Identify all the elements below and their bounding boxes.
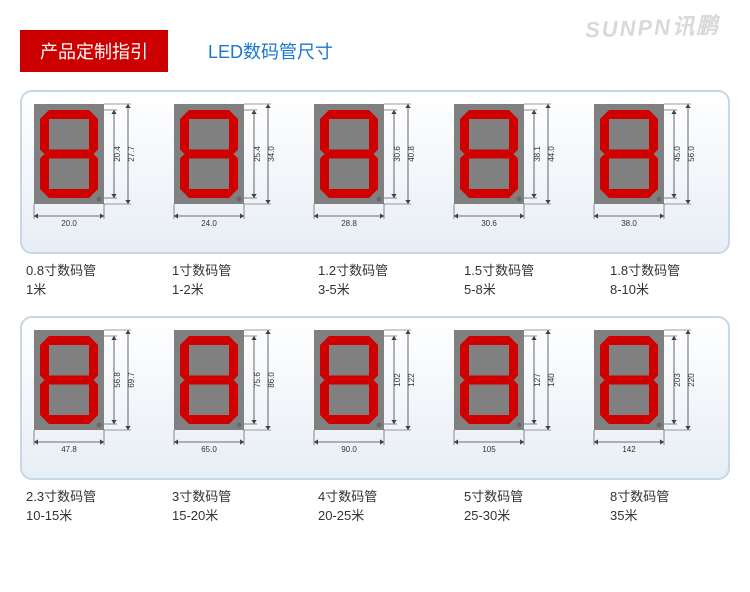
distance-label: 20-25米 xyxy=(318,505,438,524)
svg-text:45.0: 45.0 xyxy=(673,146,682,162)
size-label: 4寸数码管20-25米 xyxy=(312,486,438,524)
distance-label: 35米 xyxy=(610,505,730,524)
distance-label: 10-15米 xyxy=(26,505,146,524)
size-name: 1.5寸数码管 xyxy=(464,260,584,279)
seven-seg-diagram: 20.0 20.4 27.7 xyxy=(32,102,158,242)
badge: 产品定制指引 xyxy=(20,30,168,72)
size-label: 1寸数码管1-2米 xyxy=(166,260,292,298)
size-name: 8寸数码管 xyxy=(610,486,730,505)
size-label: 5寸数码管25-30米 xyxy=(458,486,584,524)
distance-label: 1米 xyxy=(26,279,146,298)
size-label: 1.5寸数码管5-8米 xyxy=(458,260,584,298)
svg-text:30.6: 30.6 xyxy=(481,219,497,228)
svg-text:142: 142 xyxy=(622,445,636,454)
seven-seg-diagram: 38.0 45.0 56.0 xyxy=(592,102,718,242)
size-name: 4寸数码管 xyxy=(318,486,438,505)
svg-text:28.8: 28.8 xyxy=(341,219,357,228)
seven-seg-diagram: 65.0 75.6 86.0 xyxy=(172,328,298,468)
svg-text:56.0: 56.0 xyxy=(687,146,696,162)
size-label: 1.2寸数码管3-5米 xyxy=(312,260,438,298)
svg-text:34.0: 34.0 xyxy=(267,146,276,162)
size-name: 2.3寸数码管 xyxy=(26,486,146,505)
svg-text:30.6: 30.6 xyxy=(393,146,402,162)
svg-text:140: 140 xyxy=(547,373,556,387)
svg-text:20.0: 20.0 xyxy=(61,219,77,228)
svg-text:24.0: 24.0 xyxy=(201,219,217,228)
svg-text:38.1: 38.1 xyxy=(533,146,542,162)
size-name: 0.8寸数码管 xyxy=(26,260,146,279)
size-cell: 47.8 56.8 69.7 xyxy=(32,328,158,468)
size-name: 5寸数码管 xyxy=(464,486,584,505)
size-label: 1.8寸数码管8-10米 xyxy=(604,260,730,298)
size-name: 3寸数码管 xyxy=(172,486,292,505)
seven-seg-diagram: 24.0 25.4 34.0 xyxy=(172,102,298,242)
svg-text:105: 105 xyxy=(482,445,496,454)
size-row: 20.0 20.4 27.7 24.0 xyxy=(20,90,730,254)
size-cell: 20.0 20.4 27.7 xyxy=(32,102,158,242)
size-name: 1.2寸数码管 xyxy=(318,260,438,279)
distance-label: 1-2米 xyxy=(172,279,292,298)
svg-text:220: 220 xyxy=(687,373,696,387)
distance-label: 15-20米 xyxy=(172,505,292,524)
svg-text:127: 127 xyxy=(533,373,542,387)
svg-text:102: 102 xyxy=(393,373,402,387)
section-title: LED数码管尺寸 xyxy=(208,38,333,64)
size-cell: 65.0 75.6 86.0 xyxy=(172,328,298,468)
svg-text:90.0: 90.0 xyxy=(341,445,357,454)
size-cell: 30.6 38.1 44.0 xyxy=(452,102,578,242)
size-cell: 38.0 45.0 56.0 xyxy=(592,102,718,242)
size-name: 1.8寸数码管 xyxy=(610,260,730,279)
svg-text:86.0: 86.0 xyxy=(267,372,276,388)
row-labels: 2.3寸数码管10-15米 3寸数码管15-20米 4寸数码管20-25米 5寸数码管… xyxy=(0,486,750,524)
svg-text:44.0: 44.0 xyxy=(547,146,556,162)
svg-text:69.7: 69.7 xyxy=(127,372,136,388)
distance-label: 8-10米 xyxy=(610,279,730,298)
size-label: 2.3寸数码管10-15米 xyxy=(20,486,146,524)
seven-seg-diagram: 30.6 38.1 44.0 xyxy=(452,102,578,242)
svg-text:122: 122 xyxy=(407,373,416,387)
distance-label: 5-8米 xyxy=(464,279,584,298)
size-cell: 105 127 140 xyxy=(452,328,578,468)
size-cell: 28.8 30.6 40.8 xyxy=(312,102,438,242)
svg-text:75.6: 75.6 xyxy=(253,372,262,388)
watermark-logo: SUNPN讯鹏 xyxy=(584,8,720,45)
svg-text:25.4: 25.4 xyxy=(253,146,262,162)
distance-label: 3-5米 xyxy=(318,279,438,298)
size-label: 3寸数码管15-20米 xyxy=(166,486,292,524)
svg-text:38.0: 38.0 xyxy=(621,219,637,228)
row-labels: 0.8寸数码管1米 1寸数码管1-2米 1.2寸数码管3-5米 1.5寸数码管5-8米… xyxy=(0,260,750,298)
seven-seg-diagram: 90.0 102 122 xyxy=(312,328,438,468)
seven-seg-diagram: 28.8 30.6 40.8 xyxy=(312,102,438,242)
seven-seg-diagram: 47.8 56.8 69.7 xyxy=(32,328,158,468)
size-row: 47.8 56.8 69.7 65.0 xyxy=(20,316,730,480)
svg-text:65.0: 65.0 xyxy=(201,445,217,454)
svg-text:20.4: 20.4 xyxy=(113,146,122,162)
size-cell: 24.0 25.4 34.0 xyxy=(172,102,298,242)
svg-text:203: 203 xyxy=(673,373,682,387)
size-cell: 90.0 102 122 xyxy=(312,328,438,468)
svg-text:40.8: 40.8 xyxy=(407,146,416,162)
size-label: 8寸数码管35米 xyxy=(604,486,730,524)
svg-text:47.8: 47.8 xyxy=(61,445,77,454)
svg-text:27.7: 27.7 xyxy=(127,146,136,162)
distance-label: 25-30米 xyxy=(464,505,584,524)
seven-seg-diagram: 105 127 140 xyxy=(452,328,578,468)
size-name: 1寸数码管 xyxy=(172,260,292,279)
size-label: 0.8寸数码管1米 xyxy=(20,260,146,298)
size-cell: 142 203 220 xyxy=(592,328,718,468)
svg-text:56.8: 56.8 xyxy=(113,372,122,388)
seven-seg-diagram: 142 203 220 xyxy=(592,328,718,468)
